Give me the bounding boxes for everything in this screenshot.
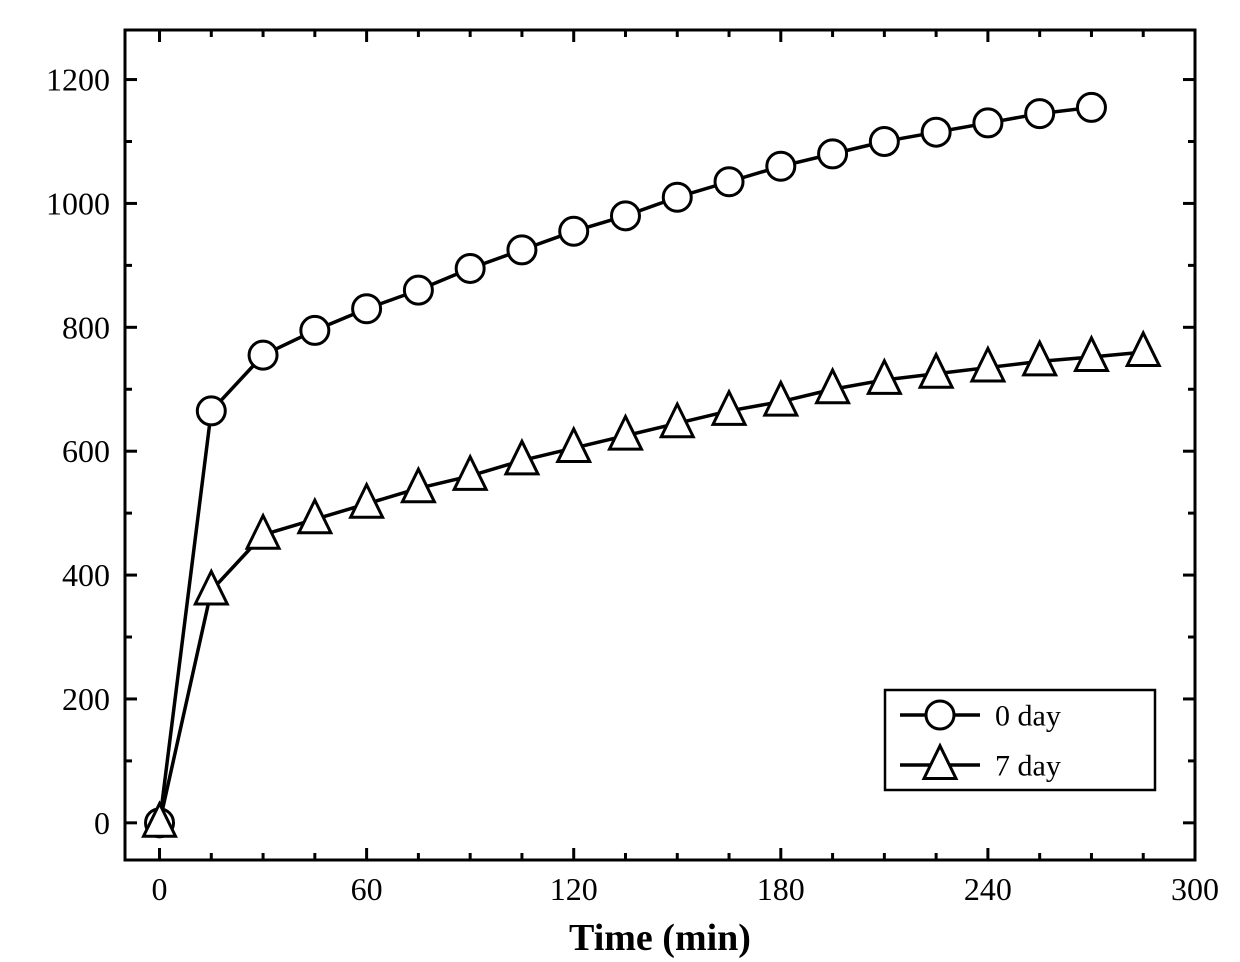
x-tick-label: 240 xyxy=(964,871,1012,907)
x-tick-label: 0 xyxy=(152,871,168,907)
legend: 0 day 7 day xyxy=(885,690,1155,790)
y-tick-label: 400 xyxy=(62,557,110,593)
x-tick-label: 300 xyxy=(1171,871,1219,907)
x-tick-label: 60 xyxy=(351,871,383,907)
y-tick-label: 800 xyxy=(62,309,110,345)
chart-container: 0 60 120 180 240 300 0 200 400 600 800 1000 1200 Time… xyxy=(0,0,1240,962)
y-tick-label: 0 xyxy=(94,805,110,841)
x-tick-label: 180 xyxy=(757,871,805,907)
line-chart: 0 60 120 180 240 300 0 200 400 600 800 1000 1200 Time… xyxy=(0,0,1240,962)
y-tick-label: 1200 xyxy=(46,62,110,98)
legend-label-1: 7 day xyxy=(995,750,1061,783)
y-tick-label: 600 xyxy=(62,433,110,469)
x-axis-label: Time (min) xyxy=(569,917,751,959)
x-tick-label: 120 xyxy=(550,871,598,907)
legend-label-0: 0 day xyxy=(995,700,1061,733)
y-tick-label: 200 xyxy=(62,681,110,717)
y-tick-label: 1000 xyxy=(46,185,110,221)
